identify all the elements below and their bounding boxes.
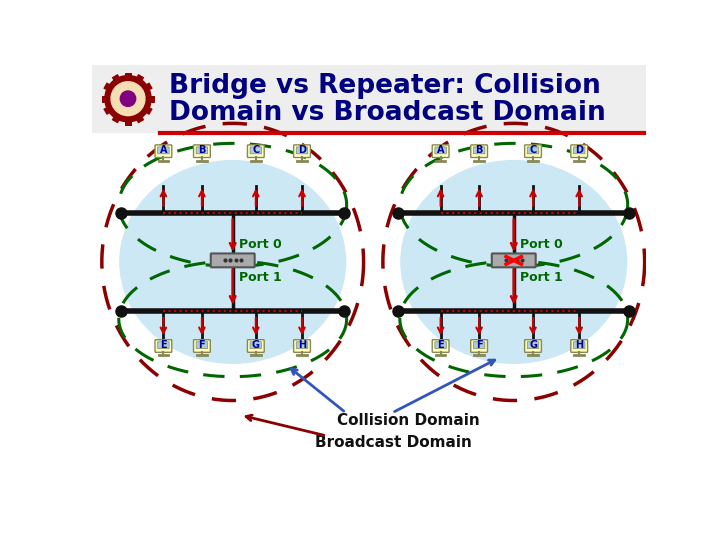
Text: Broadcast Domain: Broadcast Domain — [315, 435, 472, 450]
Text: F: F — [476, 340, 482, 350]
FancyBboxPatch shape — [471, 340, 487, 352]
FancyBboxPatch shape — [471, 145, 487, 158]
Ellipse shape — [119, 160, 346, 364]
Text: D: D — [575, 145, 583, 156]
FancyBboxPatch shape — [194, 340, 210, 352]
FancyBboxPatch shape — [196, 342, 207, 349]
Text: C: C — [252, 145, 259, 156]
FancyBboxPatch shape — [158, 342, 169, 349]
FancyBboxPatch shape — [294, 145, 310, 158]
Text: Port 1: Port 1 — [239, 271, 282, 284]
Circle shape — [120, 91, 135, 106]
Text: Collision Domain: Collision Domain — [337, 413, 480, 428]
FancyBboxPatch shape — [435, 147, 446, 154]
Text: F: F — [199, 340, 205, 350]
FancyBboxPatch shape — [248, 145, 264, 158]
FancyBboxPatch shape — [194, 145, 210, 158]
Text: Port 1: Port 1 — [520, 271, 562, 284]
FancyBboxPatch shape — [527, 342, 539, 349]
Text: Bridge vs Repeater: Collision: Bridge vs Repeater: Collision — [168, 73, 600, 99]
FancyBboxPatch shape — [250, 342, 261, 349]
Text: B: B — [198, 145, 206, 156]
FancyBboxPatch shape — [432, 145, 449, 158]
Text: D: D — [298, 145, 306, 156]
FancyBboxPatch shape — [297, 147, 307, 154]
Text: A: A — [160, 145, 167, 156]
FancyBboxPatch shape — [473, 342, 485, 349]
Text: Port 0: Port 0 — [239, 239, 282, 252]
FancyBboxPatch shape — [473, 147, 485, 154]
FancyBboxPatch shape — [571, 340, 588, 352]
Text: G: G — [529, 340, 537, 350]
FancyBboxPatch shape — [155, 145, 172, 158]
Text: E: E — [437, 340, 444, 350]
FancyBboxPatch shape — [91, 65, 647, 133]
Circle shape — [105, 76, 151, 122]
FancyBboxPatch shape — [574, 147, 585, 154]
FancyBboxPatch shape — [297, 342, 307, 349]
FancyBboxPatch shape — [248, 340, 264, 352]
FancyBboxPatch shape — [196, 147, 207, 154]
FancyBboxPatch shape — [158, 147, 169, 154]
FancyBboxPatch shape — [432, 340, 449, 352]
Text: G: G — [252, 340, 260, 350]
FancyBboxPatch shape — [250, 147, 261, 154]
Text: Domain vs Broadcast Domain: Domain vs Broadcast Domain — [168, 99, 606, 125]
FancyBboxPatch shape — [525, 145, 541, 158]
Text: C: C — [529, 145, 536, 156]
FancyBboxPatch shape — [294, 340, 310, 352]
FancyBboxPatch shape — [527, 147, 539, 154]
Ellipse shape — [400, 160, 627, 364]
Text: H: H — [298, 340, 306, 350]
FancyBboxPatch shape — [574, 342, 585, 349]
FancyBboxPatch shape — [155, 340, 172, 352]
FancyBboxPatch shape — [492, 253, 536, 267]
FancyBboxPatch shape — [435, 342, 446, 349]
FancyBboxPatch shape — [211, 253, 255, 267]
Circle shape — [111, 82, 145, 116]
Text: Port 0: Port 0 — [520, 239, 562, 252]
FancyBboxPatch shape — [571, 145, 588, 158]
Text: B: B — [475, 145, 483, 156]
Text: E: E — [160, 340, 167, 350]
Text: A: A — [437, 145, 444, 156]
FancyBboxPatch shape — [525, 340, 541, 352]
Text: H: H — [575, 340, 583, 350]
